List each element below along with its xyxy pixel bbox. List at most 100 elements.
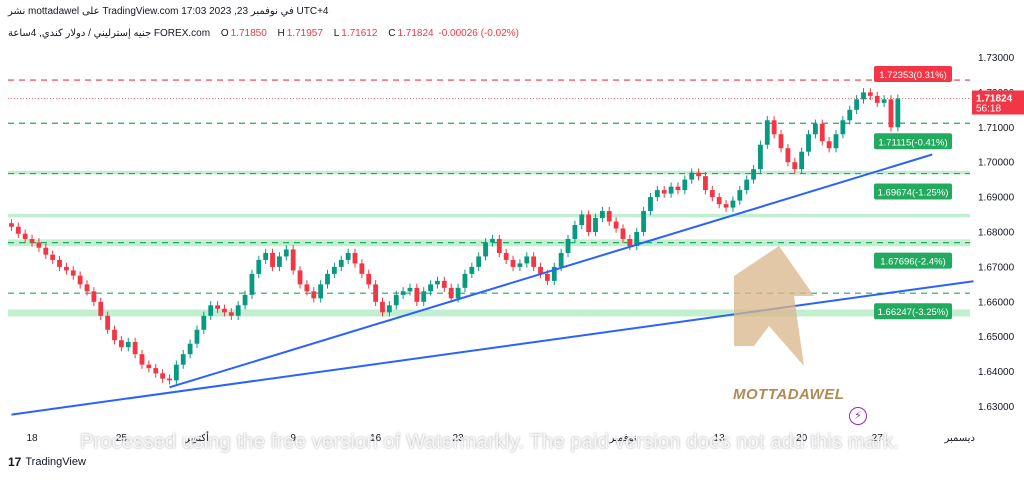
lightning-icon[interactable]: ⚡ <box>849 407 867 425</box>
tradingview-footer[interactable]: 17 TradingView <box>8 455 86 469</box>
candle-body-18 <box>132 341 138 355</box>
ohlc-high: 1.71957 <box>286 28 323 39</box>
candle-body-22 <box>160 373 166 379</box>
candle-body-87 <box>606 211 612 222</box>
level-label-box-3 <box>874 252 952 269</box>
candle-body-105 <box>730 200 736 208</box>
candle-body-34 <box>242 294 248 306</box>
candle-body-117 <box>812 123 818 135</box>
candle-body-86 <box>599 211 605 219</box>
candle-body-104 <box>723 204 729 208</box>
candle-body-116 <box>806 134 811 152</box>
x-tick-label-4: 16 <box>370 433 382 444</box>
candle-body-12 <box>91 291 97 302</box>
candle-body-23 <box>167 378 172 381</box>
current-price-value: 1.71824 <box>976 94 1013 105</box>
tradingview-logo-icon: 17 <box>8 455 22 469</box>
candle-body-28 <box>201 315 207 330</box>
candle-body-81 <box>565 238 571 253</box>
x-tick-label-9: 27 <box>872 433 884 444</box>
x-tick-label-1: 25 <box>116 433 128 444</box>
ohlc-high-key: H <box>277 28 285 39</box>
footer-brand: TradingView <box>25 456 86 468</box>
current-price-tag <box>972 90 1024 115</box>
candle-body-103 <box>716 197 722 205</box>
candle-body-41 <box>290 249 296 271</box>
ohlc-low-key: L <box>333 28 340 39</box>
y-tick-label-3: 1.70000 <box>978 158 1015 169</box>
level-label-0: 1.72353(0.31%) <box>879 70 947 81</box>
candle-body-32 <box>228 312 234 316</box>
candle-body-62 <box>435 280 440 285</box>
candle-body-50 <box>352 252 358 264</box>
candle-body-111 <box>771 120 777 135</box>
candle-body-65 <box>455 287 461 299</box>
candle-body-126 <box>874 95 880 103</box>
candle-body-14 <box>105 315 111 330</box>
ohlc-low: 1.71612 <box>341 28 378 39</box>
candle-body-71 <box>496 238 502 253</box>
watermarkly-notice: Processed using the free version of Wate… <box>80 431 899 453</box>
candle-body-118 <box>819 123 825 142</box>
candle-body-64 <box>448 287 454 299</box>
candle-body-24 <box>173 364 179 381</box>
candle-body-2 <box>22 233 28 239</box>
candle-body-97 <box>675 186 681 191</box>
candle-body-67 <box>469 266 475 274</box>
candle-body-98 <box>682 179 688 191</box>
candle-body-76 <box>531 256 537 267</box>
candle-body-113 <box>785 148 791 163</box>
candle-body-129 <box>895 98 901 128</box>
ohlc-change: -0.00026 (-0.02%) <box>438 28 519 39</box>
candle-body-40 <box>283 249 289 257</box>
candle-body-47 <box>331 266 337 274</box>
ohlc-open-key: O <box>220 28 229 39</box>
candle-body-107 <box>744 179 750 191</box>
y-tick-label-5: 1.68000 <box>978 228 1015 239</box>
candle-body-7 <box>57 259 62 267</box>
candle-body-27 <box>194 329 200 344</box>
x-tick-label-5: 23 <box>453 433 465 444</box>
candle-body-91 <box>634 232 640 246</box>
candle-body-59 <box>414 287 420 302</box>
candle-body-15 <box>112 329 117 341</box>
candle-body-124 <box>861 92 866 100</box>
candle-body-84 <box>586 214 592 232</box>
candle-body-26 <box>187 343 193 355</box>
candle-body-69 <box>483 242 488 257</box>
support-zone-0 <box>8 170 970 175</box>
candle-body-75 <box>524 256 530 264</box>
candle-body-17 <box>125 341 131 348</box>
ohlc-open: 1.71850 <box>230 28 267 39</box>
candle-body-77 <box>538 266 543 274</box>
candle-body-119 <box>826 141 832 149</box>
x-tick-label-3: 9 <box>290 433 296 444</box>
candle-body-48 <box>338 259 344 267</box>
candle-body-10 <box>77 275 83 285</box>
candle-body-114 <box>792 162 798 170</box>
symbol-label[interactable]: جنيه إسترليني / دولار كندي, 4ساعة FOREX.… <box>8 28 211 39</box>
candle-body-74 <box>517 263 523 267</box>
y-tick-label-0: 1.73000 <box>978 53 1015 64</box>
x-tick-label-7: 13 <box>714 433 726 444</box>
candle-body-88 <box>613 221 619 229</box>
candle-body-58 <box>407 287 413 292</box>
candle-body-25 <box>180 354 186 365</box>
candle-body-127 <box>881 99 887 103</box>
candle-body-20 <box>146 364 152 369</box>
candle-body-72 <box>503 252 509 260</box>
level-label-2: 1.69674(-1.25%) <box>878 188 949 199</box>
y-tick-label-4: 1.69000 <box>978 193 1015 204</box>
candle-body-16 <box>118 340 124 348</box>
candle-body-1 <box>15 226 21 234</box>
symbol-ohlc-line: جنيه إسترليني / دولار كندي, 4ساعة FOREX.… <box>8 28 519 39</box>
candle-body-0 <box>9 223 14 227</box>
trendline-0 <box>169 153 933 389</box>
y-tick-label-6: 1.67000 <box>978 262 1015 273</box>
candle-body-52 <box>366 273 372 285</box>
candle-body-13 <box>98 301 104 316</box>
candle-body-101 <box>703 176 708 191</box>
candle-body-11 <box>84 284 90 292</box>
